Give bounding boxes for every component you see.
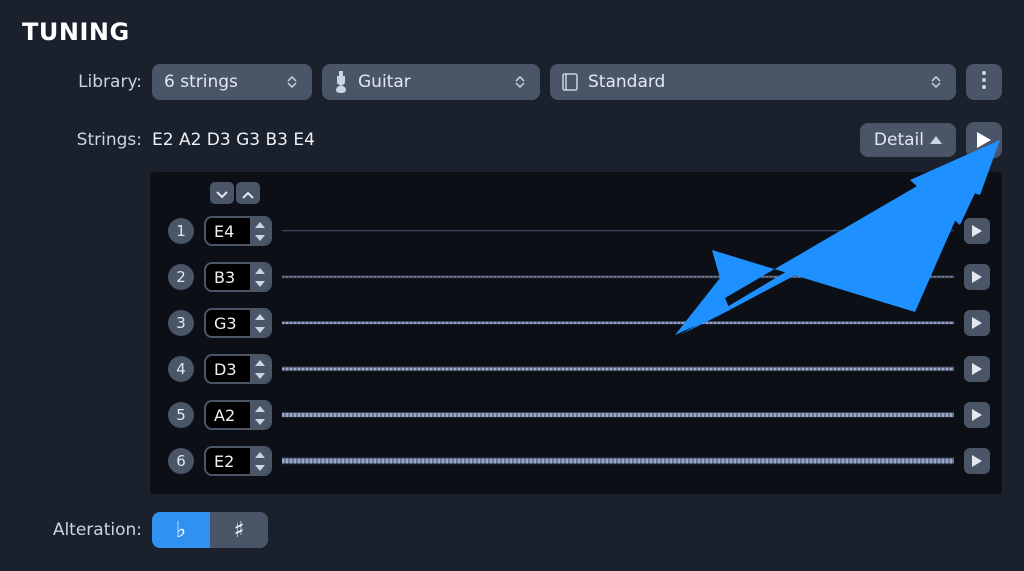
strings-row: Strings: E2 A2 D3 G3 B3 E4 Detail xyxy=(22,122,1002,158)
more-menu-button[interactable] xyxy=(966,64,1002,100)
string-row: 2 B3 xyxy=(168,258,990,296)
note-stepper[interactable]: E4 xyxy=(204,216,272,246)
play-string-button[interactable] xyxy=(964,448,990,474)
chevrons-icon xyxy=(928,69,944,95)
note-value: D3 xyxy=(206,356,250,382)
alteration-label: Alteration: xyxy=(22,520,142,540)
note-stepper-buttons xyxy=(250,402,270,428)
alteration-segmented: ♭ ♯ xyxy=(152,512,268,548)
guitar-icon xyxy=(334,71,348,93)
instrument-dropdown[interactable]: Guitar xyxy=(322,64,540,100)
detail-toggle-button[interactable]: Detail xyxy=(860,123,956,157)
play-string-button[interactable] xyxy=(964,264,990,290)
play-icon xyxy=(972,406,982,425)
note-stepper[interactable]: E2 xyxy=(204,446,272,476)
note-step-down[interactable] xyxy=(250,231,270,244)
string-row: 6 E2 xyxy=(168,442,990,480)
play-icon xyxy=(972,314,982,333)
instrument-value: Guitar xyxy=(358,72,502,92)
note-stepper-buttons xyxy=(250,448,270,474)
play-icon xyxy=(972,222,982,241)
play-string-button[interactable] xyxy=(964,402,990,428)
note-stepper[interactable]: A2 xyxy=(204,400,272,430)
transpose-down-button[interactable] xyxy=(210,182,234,204)
play-string-button[interactable] xyxy=(964,218,990,244)
string-wire xyxy=(282,304,954,342)
flat-button[interactable]: ♭ xyxy=(152,512,210,548)
note-step-down[interactable] xyxy=(250,323,270,336)
string-wire xyxy=(282,258,954,296)
note-stepper-buttons xyxy=(250,356,270,382)
play-all-button[interactable] xyxy=(966,122,1002,158)
chevron-up-icon xyxy=(242,184,254,203)
note-step-up[interactable] xyxy=(250,448,270,461)
string-number-badge: 6 xyxy=(168,448,194,474)
note-step-down[interactable] xyxy=(250,277,270,290)
string-row: 1 E4 xyxy=(168,212,990,250)
note-stepper-buttons xyxy=(250,218,270,244)
transpose-controls xyxy=(210,182,990,204)
caret-up-icon xyxy=(930,136,942,144)
string-wire xyxy=(282,212,954,250)
string-row: 4 D3 xyxy=(168,350,990,388)
note-step-up[interactable] xyxy=(250,356,270,369)
preset-value: Standard xyxy=(588,72,918,92)
note-step-up[interactable] xyxy=(250,264,270,277)
note-step-up[interactable] xyxy=(250,218,270,231)
strings-summary: E2 A2 D3 G3 B3 E4 xyxy=(152,130,315,150)
note-step-down[interactable] xyxy=(250,369,270,382)
flat-glyph: ♭ xyxy=(176,518,186,543)
note-value: E4 xyxy=(206,218,250,244)
strings-label: Strings: xyxy=(22,130,142,150)
alteration-row: Alteration: ♭ ♯ xyxy=(22,512,1002,548)
note-step-up[interactable] xyxy=(250,402,270,415)
play-string-button[interactable] xyxy=(964,310,990,336)
string-row: 3 G3 xyxy=(168,304,990,342)
sharp-glyph: ♯ xyxy=(234,518,245,543)
book-icon xyxy=(562,73,578,91)
string-number-badge: 1 xyxy=(168,218,194,244)
string-number-badge: 5 xyxy=(168,402,194,428)
string-count-dropdown[interactable]: 6 strings xyxy=(152,64,312,100)
string-wire xyxy=(282,350,954,388)
note-value: G3 xyxy=(206,310,250,336)
play-icon xyxy=(977,132,991,148)
note-step-down[interactable] xyxy=(250,415,270,428)
sharp-button[interactable]: ♯ xyxy=(210,512,268,548)
transpose-up-button[interactable] xyxy=(236,182,260,204)
play-string-button[interactable] xyxy=(964,356,990,382)
preset-dropdown[interactable]: Standard xyxy=(550,64,956,100)
note-stepper-buttons xyxy=(250,264,270,290)
note-stepper[interactable]: D3 xyxy=(204,354,272,384)
chevron-down-icon xyxy=(216,184,228,203)
string-count-value: 6 strings xyxy=(164,72,274,92)
chevrons-icon xyxy=(284,69,300,95)
string-number-badge: 4 xyxy=(168,356,194,382)
note-value: A2 xyxy=(206,402,250,428)
note-step-down[interactable] xyxy=(250,461,270,474)
play-icon xyxy=(972,452,982,471)
string-number-badge: 2 xyxy=(168,264,194,290)
string-number-badge: 3 xyxy=(168,310,194,336)
note-stepper[interactable]: G3 xyxy=(204,308,272,338)
string-wire xyxy=(282,396,954,434)
play-icon xyxy=(972,360,982,379)
string-row: 5 A2 xyxy=(168,396,990,434)
strings-detail-panel: 1 E4 2 B3 3 G3 4 D3 5 A2 6 E2 xyxy=(150,172,1002,494)
library-label: Library: xyxy=(22,72,142,92)
note-value: E2 xyxy=(206,448,250,474)
chevrons-icon xyxy=(512,69,528,95)
note-step-up[interactable] xyxy=(250,310,270,323)
play-icon xyxy=(972,268,982,287)
library-row: Library: 6 strings Guitar xyxy=(22,64,1002,100)
note-stepper-buttons xyxy=(250,310,270,336)
kebab-icon xyxy=(982,71,986,93)
note-value: B3 xyxy=(206,264,250,290)
note-stepper[interactable]: B3 xyxy=(204,262,272,292)
page-title: TUNING xyxy=(22,18,1002,46)
string-wire xyxy=(282,442,954,480)
detail-label: Detail xyxy=(874,130,924,150)
